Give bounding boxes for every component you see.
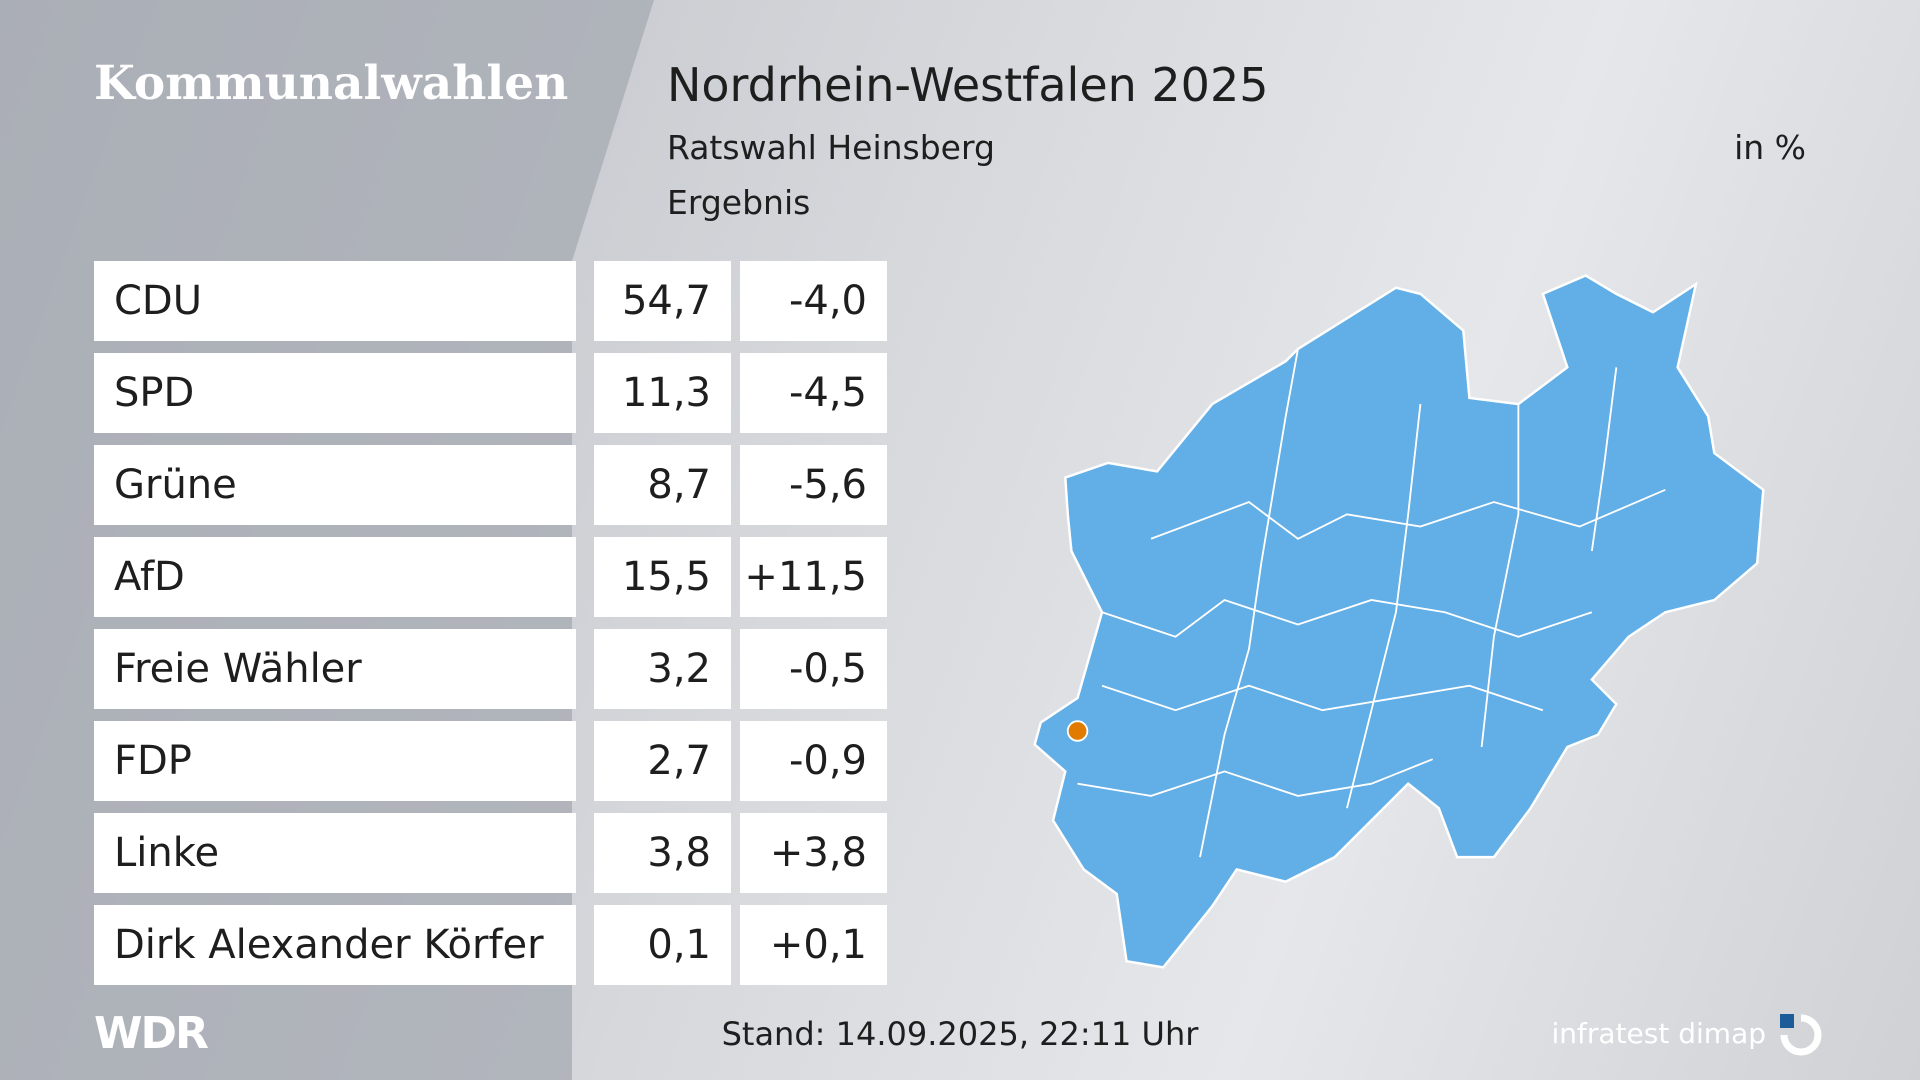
- title: Nordrhein-Westfalen 2025: [667, 58, 1269, 112]
- party-name: Linke: [94, 813, 576, 893]
- source-logo: [1780, 1014, 1822, 1056]
- change-value: +11,5: [740, 537, 887, 617]
- result-value: 3,8: [594, 813, 731, 893]
- change-value: -4,5: [740, 353, 887, 433]
- label: Ergebnis: [667, 183, 811, 222]
- result-value: 3,2: [594, 629, 731, 709]
- change-value: -0,5: [740, 629, 887, 709]
- change-value: -4,0: [740, 261, 887, 341]
- change-value: -5,6: [740, 445, 887, 525]
- party-name: Grüne: [94, 445, 576, 525]
- party-name: Freie Wähler: [94, 629, 576, 709]
- result-value: 8,7: [594, 445, 731, 525]
- change-value: +3,8: [740, 813, 887, 893]
- party-name: CDU: [94, 261, 576, 341]
- category: Kommunalwahlen: [94, 56, 569, 111]
- result-value: 0,1: [594, 905, 731, 985]
- map: [1033, 274, 1765, 969]
- timestamp: Stand: 14.09.2025, 22:11 Uhr: [721, 1015, 1199, 1053]
- party-name: AfD: [94, 537, 576, 617]
- party-name: FDP: [94, 721, 576, 801]
- result-value: 15,5: [594, 537, 731, 617]
- change-value: +0,1: [740, 905, 887, 985]
- source: infratest dimap: [1551, 1017, 1766, 1050]
- location-marker: [1066, 720, 1089, 742]
- change-value: -0,9: [740, 721, 887, 801]
- party-name: Dirk Alexander Körfer: [94, 905, 576, 985]
- result-value: 54,7: [594, 261, 731, 341]
- subtitle: Ratswahl Heinsberg: [667, 128, 995, 167]
- result-value: 2,7: [594, 721, 731, 801]
- logo: WDR: [94, 1008, 209, 1059]
- result-value: 11,3: [594, 353, 731, 433]
- unit: in %: [1734, 128, 1806, 167]
- party-name: SPD: [94, 353, 576, 433]
